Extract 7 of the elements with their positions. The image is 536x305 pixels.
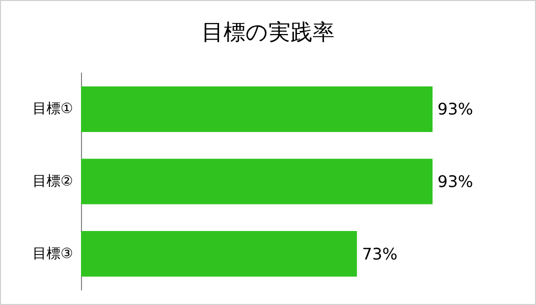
y-tick-label: 目標① xyxy=(32,101,73,118)
y-tick-label: 目標③ xyxy=(32,246,73,262)
chart-title: 目標の実践率 xyxy=(202,20,334,46)
y-tick-label: 目標② xyxy=(32,174,73,190)
data-label: 93% xyxy=(438,100,474,119)
data-label: 73% xyxy=(362,244,398,264)
data-label: 93% xyxy=(438,172,474,191)
